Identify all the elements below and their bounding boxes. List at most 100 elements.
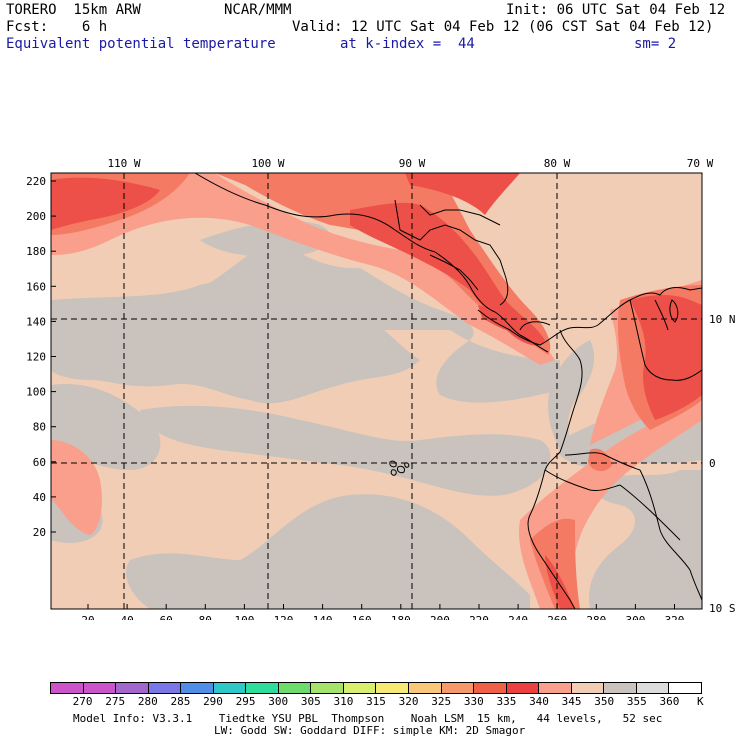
colorbar-label: 315 <box>366 695 386 708</box>
center-label: NCAR/MMM <box>224 2 292 18</box>
red-region <box>350 202 545 346</box>
colorbar <box>50 682 702 694</box>
colorbar-label: 350 <box>594 695 615 708</box>
colorbar-segment <box>409 683 442 693</box>
lat-label: 10 N <box>709 313 736 326</box>
map-plot: 220 200 180 160 140 120 100 80 60 40 20 20 40 60 80 10… <box>26 157 736 620</box>
colorbar-segment <box>181 683 214 693</box>
x-tick-label: 60 <box>160 614 173 620</box>
colorbar-label: 310 <box>333 695 354 708</box>
x-tick-label: 180 <box>391 614 411 620</box>
y-tick-label: 200 <box>26 210 46 223</box>
colorbar-segment <box>213 683 247 693</box>
coastline <box>519 321 551 331</box>
colorbar-segment <box>539 683 572 693</box>
colorbar-segment <box>148 683 182 693</box>
coastline <box>597 287 702 326</box>
x-tick-label: 300 <box>625 614 645 620</box>
y-tick-label: 80 <box>33 421 46 434</box>
field-shading <box>51 173 702 609</box>
init-time: Init: 06 UTC Sat 04 Feb 12 <box>506 2 726 18</box>
forecast-hour: Fcst: 6 h <box>6 19 108 35</box>
y-tick-label: 140 <box>26 315 46 328</box>
colorbar-label: 295 <box>235 695 256 708</box>
lon-label: 100 W <box>251 157 284 170</box>
field-name: Equivalent potential temperature <box>6 36 276 52</box>
colorbar-label: 355 <box>626 695 647 708</box>
colorbar-segment <box>116 683 149 693</box>
x-tick-label: 240 <box>508 614 528 620</box>
lon-label: 90 W <box>399 157 426 170</box>
country-border <box>629 299 702 381</box>
colorbar-label: 285 <box>170 695 191 708</box>
country-border <box>394 199 506 276</box>
red-region <box>51 177 160 230</box>
colorbar-segment <box>506 683 540 693</box>
lat-label: 0 <box>709 457 716 470</box>
x-tick-labels: 20 40 60 80 100 120 140 160 180 200 220 240 260 280 30… <box>81 614 684 620</box>
country-border <box>419 204 501 226</box>
country-border <box>429 254 479 291</box>
coastline <box>544 329 583 471</box>
x-tick-label: 220 <box>469 614 489 620</box>
colorbar-segment <box>571 683 605 693</box>
y-tick-label: 180 <box>26 245 46 258</box>
red-region <box>405 173 520 215</box>
smoothing-label: sm= 2 <box>634 36 677 52</box>
galapagos-island <box>389 460 397 468</box>
colorbar-segment <box>246 683 279 693</box>
y-tick-label: 60 <box>33 456 46 469</box>
x-tick-label: 100 <box>234 614 254 620</box>
orange-region <box>588 448 612 472</box>
x-tick-label: 40 <box>120 614 133 620</box>
galapagos-island <box>397 465 405 474</box>
colorbar-segment <box>51 683 84 693</box>
x-tick-label: 120 <box>274 614 294 620</box>
colorbar-label: 340 <box>529 695 549 708</box>
x-tick-label: 260 <box>547 614 567 620</box>
coastline <box>434 251 549 353</box>
country-border <box>544 469 621 491</box>
lake <box>669 299 679 323</box>
grey-region <box>126 494 530 609</box>
y-tick-labels: 220 200 180 160 140 120 100 80 60 40 20 <box>26 175 46 539</box>
map-frame <box>50 172 703 610</box>
colorbar-label: 270 <box>72 695 93 708</box>
salmon-region <box>51 440 102 535</box>
colorbar-segment <box>311 683 344 693</box>
y-tick-label: 120 <box>26 351 46 364</box>
valid-time: Valid: 12 UTC Sat 04 Feb 12 (06 CST Sat … <box>292 19 714 35</box>
colorbar-label: 305 <box>300 695 321 708</box>
model-info-line2: LW: Godd SW: Goddard DIFF: simple KM: 2D… <box>214 724 526 737</box>
coastline <box>194 173 436 253</box>
orange-region <box>530 518 580 609</box>
colorbar-label: 345 <box>561 695 582 708</box>
colorbar-label: 300 <box>268 695 289 708</box>
lon-label: 110 W <box>107 157 140 170</box>
country-border <box>639 469 702 601</box>
lon-label: 80 W <box>544 157 571 170</box>
colorbar-segment <box>441 683 475 693</box>
y-tick-label: 220 <box>26 175 46 188</box>
grey-region <box>51 275 420 404</box>
model-title: TORERO 15km ARW <box>6 2 141 18</box>
colorbar-unit: K <box>697 695 704 708</box>
colorbar-segment <box>83 683 117 693</box>
colorbar-label: 275 <box>105 695 126 708</box>
colorbar-label: 320 <box>398 695 419 708</box>
y-tick-label: 20 <box>33 526 46 539</box>
graticule <box>51 173 702 609</box>
colorbar-segment <box>636 683 670 693</box>
red-region <box>630 295 702 420</box>
colorbar-label: 330 <box>463 695 484 708</box>
colorbar-segment <box>278 683 312 693</box>
tick-marks <box>51 180 675 609</box>
coastline <box>654 299 669 331</box>
colorbar-segment <box>474 683 507 693</box>
coastlines <box>194 173 702 609</box>
coastline <box>527 469 576 609</box>
colorbar-label: 280 <box>137 695 158 708</box>
y-tick-label: 40 <box>33 491 46 504</box>
x-tick-label: 280 <box>586 614 606 620</box>
x-tick-label: 200 <box>430 614 450 620</box>
